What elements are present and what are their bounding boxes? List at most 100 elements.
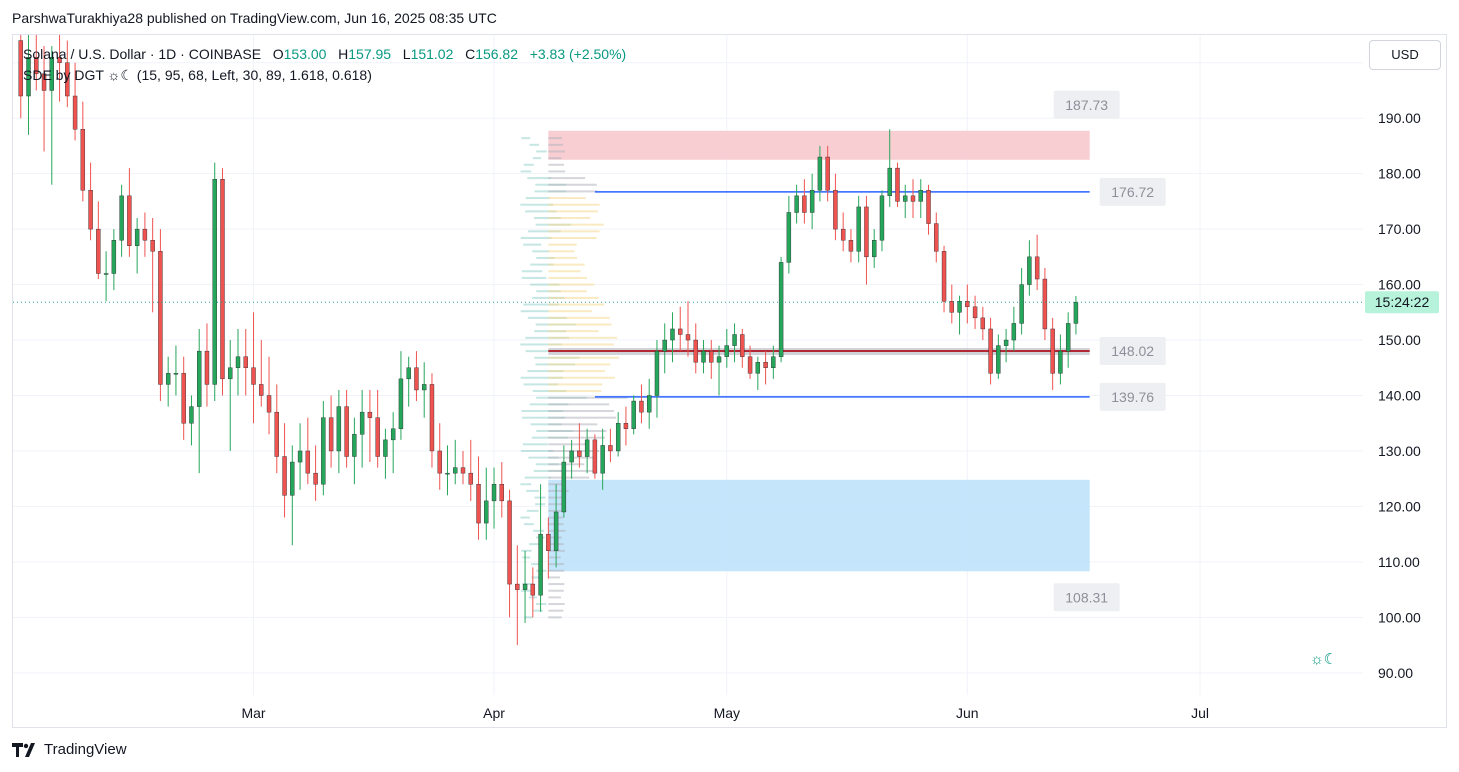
candle-body [778, 262, 784, 357]
candle-body [786, 212, 792, 263]
currency-button[interactable]: USD [1369, 40, 1441, 70]
volume-profile-bar [548, 223, 604, 226]
volume-profile-bar [521, 410, 564, 413]
symbol-title[interactable]: Solana / U.S. Dollar · 1D · COINBASE [23, 46, 262, 62]
price-chart[interactable]: 176.72 148.02 139.76 187.73 108.31 15:24:22 90… [13, 35, 1447, 728]
candle-body [747, 356, 753, 374]
candle-body [65, 62, 70, 97]
tradingview-logo-icon [12, 742, 35, 757]
zone-label-187.73-bg [1053, 90, 1120, 119]
candle-body [274, 411, 279, 457]
volume-profile-bar [548, 143, 564, 146]
volume-profile-bar [548, 603, 565, 606]
candle-body [290, 461, 295, 496]
candle-body [1003, 339, 1009, 346]
candle-body [96, 228, 101, 274]
volume-profile-bar [548, 303, 605, 306]
level-label-176.72-bg [1099, 177, 1166, 206]
candle-body [266, 395, 272, 413]
candle-body [840, 228, 846, 241]
volume-profile-bar [531, 563, 542, 566]
y-tick-label: 150.00 [1378, 332, 1421, 348]
volume-profile-bar [548, 390, 602, 393]
volume-profile-bar [523, 383, 558, 386]
volume-profile-bar [548, 323, 612, 326]
candle-body [895, 167, 900, 202]
volume-profile-bar [548, 436, 606, 439]
candle-body [972, 306, 978, 319]
candle-body [26, 56, 31, 97]
volume-profile-bar [523, 303, 559, 306]
close-value: 156.82 [475, 46, 519, 62]
volume-profile-bar [548, 616, 562, 619]
candle-body [282, 456, 287, 496]
candle-body [647, 395, 652, 413]
candle-body [57, 56, 62, 63]
indicator-legend[interactable]: SDE by DGT ☼☾ (15, 95, 68, Left, 30, 89,… [23, 67, 372, 83]
tradingview-brand[interactable]: TradingView [12, 741, 127, 758]
candle-body [422, 384, 427, 391]
volume-profile-bar [548, 556, 561, 559]
candle-body [398, 378, 404, 429]
candle-body [445, 472, 450, 475]
candle-body [484, 500, 489, 524]
volume-profile-bar [535, 603, 547, 606]
candle-body [134, 228, 140, 246]
volume-profile-bar [522, 416, 566, 419]
low-value: 151.02 [410, 46, 454, 62]
candle-body [538, 533, 543, 596]
volume-profile-bar [548, 137, 563, 140]
candle-body [142, 228, 148, 241]
volume-profile-bar [520, 170, 532, 173]
volume-profile-bar [548, 203, 600, 206]
volume-profile-bar [548, 290, 587, 293]
candle-body [926, 190, 931, 224]
candle-body [235, 356, 241, 368]
candle-body [794, 195, 799, 213]
high-value: 157.95 [348, 46, 392, 62]
candle-body [934, 223, 939, 252]
candle-body [771, 356, 776, 368]
candle-body [670, 328, 675, 341]
candle-body [1073, 302, 1079, 324]
chart-pane[interactable]: 176.72 148.02 139.76 187.73 108.31 15:24:22 90… [12, 34, 1447, 728]
volume-profile-bar [548, 336, 618, 339]
candle-body [165, 373, 171, 385]
volume-profile-bar [548, 190, 598, 193]
volume-profile-bar [526, 489, 540, 492]
volume-profile-bar [548, 483, 566, 486]
volume-profile-bar [548, 383, 603, 386]
volume-profile-bar [548, 576, 561, 579]
candle-body [957, 301, 962, 313]
volume-profile-bar [548, 197, 586, 200]
volume-profile-bar [548, 370, 606, 373]
candle-body [150, 240, 155, 252]
candle-body [49, 56, 54, 91]
candle-body [181, 373, 186, 424]
candle-body [158, 251, 163, 385]
candle-body [1027, 256, 1032, 285]
level-label-176.72: 176.72 [1111, 184, 1154, 200]
volume-profile-bar [548, 250, 575, 253]
volume-profile-bar [548, 410, 614, 413]
candle-body [72, 95, 78, 130]
volume-profile-bar [548, 343, 614, 346]
candle-body [328, 417, 334, 452]
candle-body [530, 583, 536, 596]
volume-profile-bar [521, 549, 532, 552]
y-tick-label: 90.00 [1378, 665, 1413, 681]
candle-body [639, 400, 644, 413]
volume-profile-bar [523, 163, 534, 166]
sun-moon-icon: ☼☾ [1310, 651, 1338, 668]
candle-body [460, 467, 466, 474]
volume-profile-bar [548, 403, 610, 406]
candle-body [491, 484, 497, 502]
volume-profile-bar [525, 350, 562, 353]
volume-profile-bar [536, 150, 547, 153]
candle-body [980, 317, 986, 330]
volume-profile-bar [548, 569, 565, 572]
candle-body [212, 179, 217, 385]
candle-body [313, 472, 318, 485]
current-price-label-bg [1365, 291, 1439, 314]
candle-body [1034, 256, 1040, 280]
